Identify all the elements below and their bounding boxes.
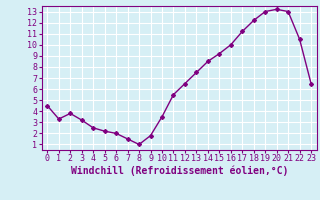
X-axis label: Windchill (Refroidissement éolien,°C): Windchill (Refroidissement éolien,°C) bbox=[70, 166, 288, 176]
